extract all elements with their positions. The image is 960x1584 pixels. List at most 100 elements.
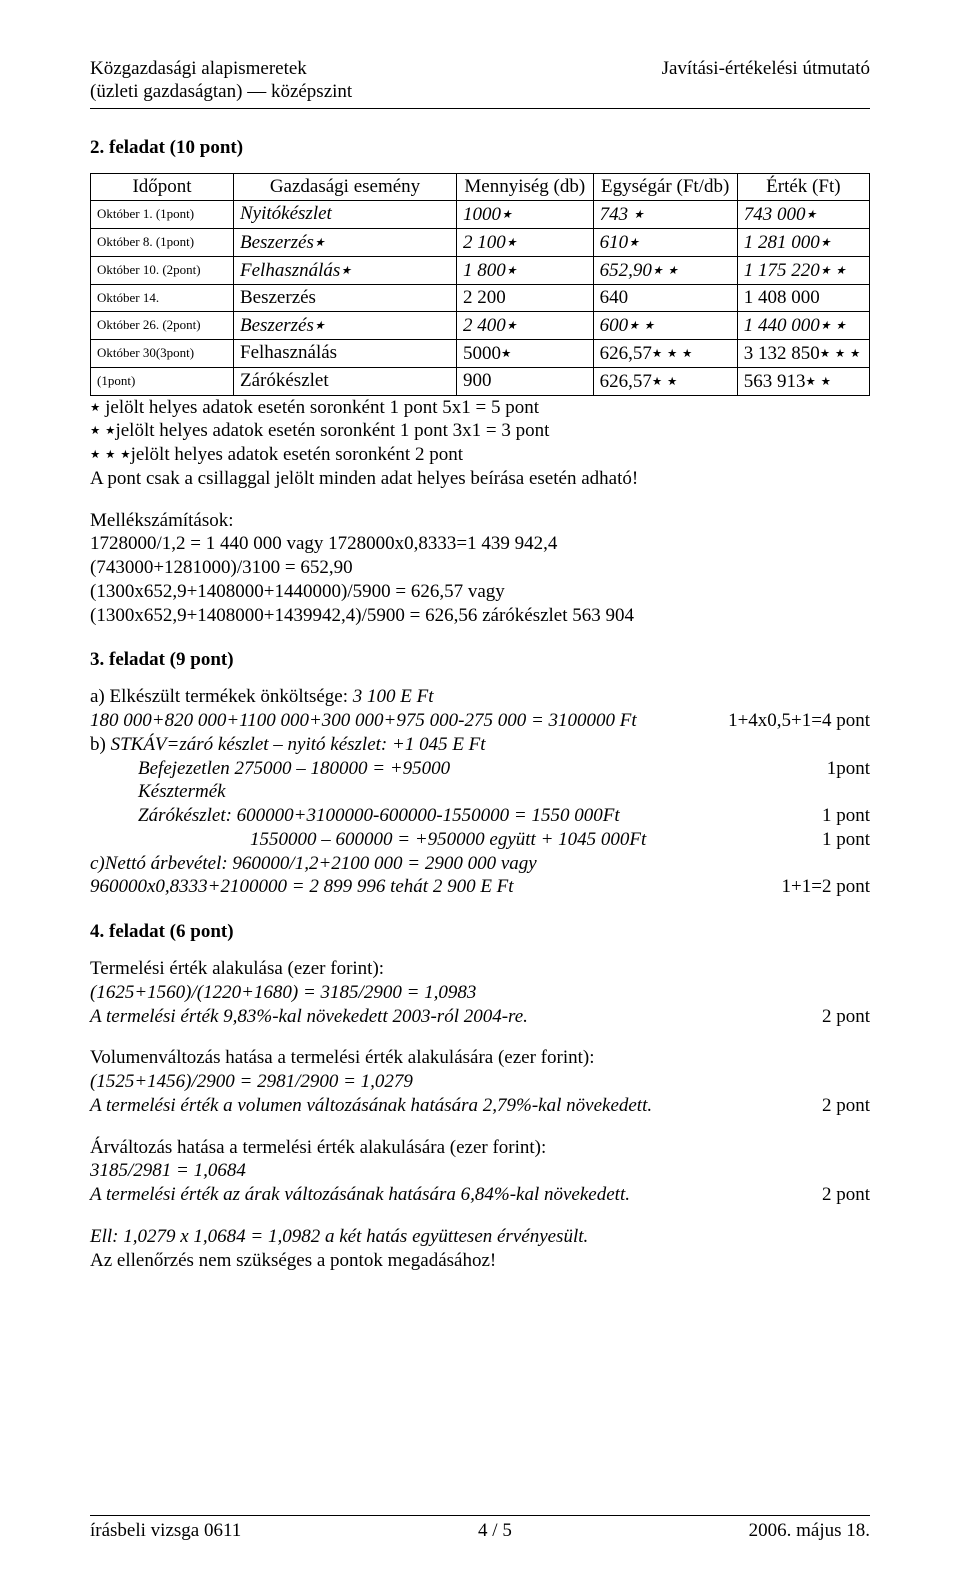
task4-p3-l2: 3185/2981 = 1,0684 xyxy=(90,1159,870,1183)
task3-b-line3: Zárókészlet: 600000+3100000-600000-15500… xyxy=(90,804,870,828)
page: Közgazdasági alapismeretek (üzleti gazda… xyxy=(0,0,960,1584)
task4-p2-l3-left: A termelési érték a volumen változásának… xyxy=(90,1094,652,1118)
cell-event: Nyitókészlet xyxy=(234,200,457,228)
task2-note4: A pont csak a csillaggal jelölt minden a… xyxy=(90,467,870,491)
table-row: Október 8. (1pont)Beszerzés٭2 100٭610٭1 … xyxy=(91,228,870,256)
task2-mellek: Mellékszámítások: 1728000/1,2 = 1 440 00… xyxy=(90,509,870,628)
cell-price: 600٭ ٭ xyxy=(593,311,737,339)
task4-p1-l3-left: A termelési érték 9,83%-kal növekedett 2… xyxy=(90,1005,528,1029)
task3-a-value: 3 100 E Ft xyxy=(353,686,434,707)
footer-rule xyxy=(90,1515,870,1516)
task3-b-line3-right: 1 pont xyxy=(802,804,870,828)
page-header: Közgazdasági alapismeretek (üzleti gazda… xyxy=(90,58,870,104)
footer-row: írásbeli vizsga 0611 4 / 5 2006. május 1… xyxy=(90,1520,870,1542)
task3-a-line: a) Elkészült termékek önköltsége: 3 100 … xyxy=(90,685,870,709)
task3-b-line4-left: 1550000 – 600000 = +950000 együtt + 1045… xyxy=(250,828,646,852)
cell-price: 610٭ xyxy=(593,228,737,256)
footer-right: 2006. május 18. xyxy=(749,1520,870,1542)
task3-a-label: a) Elkészült termékek önköltsége: xyxy=(90,686,353,707)
task2-title: 2. feladat (10 pont) xyxy=(90,137,870,159)
col-value: Érték (Ft) xyxy=(737,173,869,200)
task4-p4-l2: Az ellenőrzés nem szükséges a pontok meg… xyxy=(90,1249,870,1273)
table-row: (1pont)Zárókészlet900626,57٭ ٭563 913٭ ٭ xyxy=(91,367,870,395)
task3-c-line1: c)Nettó árbevétel: 960000/1,2+2100 000 =… xyxy=(90,852,870,876)
cell-event: Felhasználás xyxy=(234,339,457,367)
task3-a-calc-right: 1+4x0,5+1=4 pont xyxy=(708,709,870,733)
task3-b-line4: 1550000 – 600000 = +950000 együtt + 1045… xyxy=(90,828,870,852)
task4-p3-l3-right: 2 pont xyxy=(802,1183,870,1207)
task3-b-line: b) STKÁV=záró készlet – nyitó készlet: +… xyxy=(90,733,870,757)
table-row: Október 1. (1pont)Nyitókészlet1000٭743 ٭… xyxy=(91,200,870,228)
task4-p2-l2: (1525+1456)/2900 = 2981/2900 = 1,0279 xyxy=(90,1070,870,1094)
header-left-line2: (üzleti gazdaságtan) — középszint xyxy=(90,81,352,104)
task4-p1-l3-right: 2 pont xyxy=(802,1005,870,1029)
mellek-line: (743000+1281000)/3100 = 652,90 xyxy=(90,556,870,580)
cell-qty: 5000٭ xyxy=(457,339,594,367)
col-time: Időpont xyxy=(91,173,234,200)
mellek-line: (1300x652,9+1408000+1439942,4)/5900 = 62… xyxy=(90,604,870,628)
cell-qty: 2 100٭ xyxy=(457,228,594,256)
cell-qty: 1000٭ xyxy=(457,200,594,228)
mellek-title: Mellékszámítások: xyxy=(90,509,870,533)
table-row: Október 10. (2pont)Felhasználás٭1 800٭65… xyxy=(91,256,870,284)
table-row: Október 14.Beszerzés2 2006401 408 000 xyxy=(91,284,870,311)
task3-c-line2: 960000x0,8333+2100000 = 2 899 996 tehát … xyxy=(90,875,870,899)
cell-price: 743 ٭ xyxy=(593,200,737,228)
task3-a-calc-left: 180 000+820 000+1100 000+300 000+975 000… xyxy=(90,709,637,733)
task3-b-line1: Befejezetlen 275000 – 180000 = +95000 1p… xyxy=(90,757,870,781)
task4-p3-l3: A termelési érték az árak változásának h… xyxy=(90,1183,870,1207)
task3-body: a) Elkészült termékek önköltsége: 3 100 … xyxy=(90,685,870,899)
cell-qty: 2 400٭ xyxy=(457,311,594,339)
cell-price: 626,57٭ ٭ xyxy=(593,367,737,395)
cell-time: Október 30(3pont) xyxy=(91,339,234,367)
task4-p2-l1: Volumenváltozás hatása a termelési érték… xyxy=(90,1046,870,1070)
cell-time: Október 26. (2pont) xyxy=(91,311,234,339)
task3-b-line1-right: 1pont xyxy=(807,757,870,781)
cell-value: 743 000٭ xyxy=(737,200,869,228)
cell-qty: 900 xyxy=(457,367,594,395)
task4-p4-l1: Ell: 1,0279 x 1,0684 = 1,0982 a két hatá… xyxy=(90,1225,870,1249)
task3-c-line2-right: 1+1=2 pont xyxy=(762,875,870,899)
table-row: Október 26. (2pont)Beszerzés٭2 400٭600٭ … xyxy=(91,311,870,339)
task4-p1-l1: Termelési érték alakulása (ezer forint): xyxy=(90,957,870,981)
task3-b-line2: Késztermék xyxy=(90,780,870,804)
task2-note2: ٭ ٭jelölt helyes adatok esetén soronként… xyxy=(90,419,870,443)
cell-value: 1 175 220٭ ٭ xyxy=(737,256,869,284)
task4-p2-l3: A termelési érték a volumen változásának… xyxy=(90,1094,870,1118)
cell-value: 1 408 000 xyxy=(737,284,869,311)
task3-b-line4-right: 1 pont xyxy=(802,828,870,852)
task3-c-line2-left: 960000x0,8333+2100000 = 2 899 996 tehát … xyxy=(90,875,514,899)
cell-event: Beszerzés xyxy=(234,284,457,311)
cell-price: 640 xyxy=(593,284,737,311)
cell-event: Zárókészlet xyxy=(234,367,457,395)
task3-b-line1-left: Befejezetlen 275000 – 180000 = +95000 xyxy=(138,757,450,781)
header-rule xyxy=(90,108,870,109)
header-right: Javítási-értékelési útmutató xyxy=(662,58,870,104)
cell-time: Október 10. (2pont) xyxy=(91,256,234,284)
cell-time: Október 1. (1pont) xyxy=(91,200,234,228)
task4-p1-l3: A termelési érték 9,83%-kal növekedett 2… xyxy=(90,1005,870,1029)
task3-b-label: b) xyxy=(90,734,111,755)
col-price: Egységár (Ft/db) xyxy=(593,173,737,200)
cell-value: 563 913٭ ٭ xyxy=(737,367,869,395)
header-left: Közgazdasági alapismeretek (üzleti gazda… xyxy=(90,58,352,104)
cell-qty: 2 200 xyxy=(457,284,594,311)
cell-price: 626,57٭ ٭ ٭ xyxy=(593,339,737,367)
task2-note3: ٭ ٭ ٭jelölt helyes adatok esetén soronké… xyxy=(90,443,870,467)
task3-title: 3. feladat (9 pont) xyxy=(90,649,870,671)
task3-b-line3-left: Zárókészlet: 600000+3100000-600000-15500… xyxy=(138,804,620,828)
cell-time: Október 14. xyxy=(91,284,234,311)
footer-left: írásbeli vizsga 0611 xyxy=(90,1520,241,1542)
cell-price: 652,90٭ ٭ xyxy=(593,256,737,284)
table-row: Október 30(3pont)Felhasználás5000٭626,57… xyxy=(91,339,870,367)
cell-value: 1 281 000٭ xyxy=(737,228,869,256)
cell-qty: 1 800٭ xyxy=(457,256,594,284)
footer-center: 4 / 5 xyxy=(478,1520,512,1542)
cell-event: Beszerzés٭ xyxy=(234,311,457,339)
task3-b-text: STKÁV=záró készlet – nyitó készlet: +1 0… xyxy=(111,734,486,755)
col-event: Gazdasági esemény xyxy=(234,173,457,200)
cell-time: Október 8. (1pont) xyxy=(91,228,234,256)
cell-time: (1pont) xyxy=(91,367,234,395)
col-qty: Mennyiség (db) xyxy=(457,173,594,200)
task4-p1-l2: (1625+1560)/(1220+1680) = 3185/2900 = 1,… xyxy=(90,981,870,1005)
